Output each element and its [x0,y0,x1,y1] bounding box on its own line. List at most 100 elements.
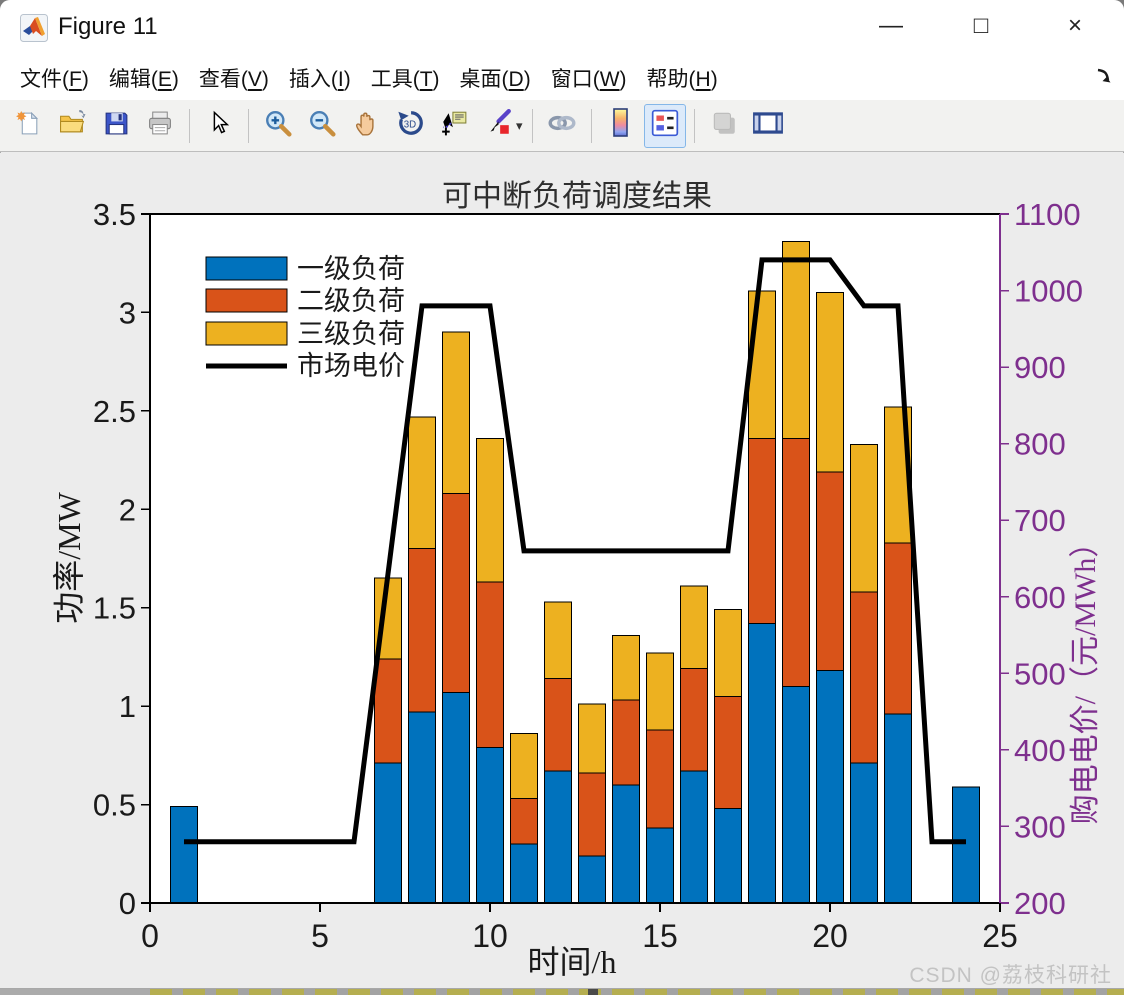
brush-button[interactable] [477,104,519,148]
xtick-label: 20 [812,918,848,954]
maximize-button[interactable]: □ [973,12,989,39]
bar-group-hour-13 [578,703,606,904]
xtick-label: 5 [311,918,329,954]
bar-segment-level1 [850,762,878,904]
chart-title: 可中断负荷调度结果 [442,180,712,213]
ytick-left-label: 2.5 [93,394,136,429]
close-button[interactable]: × [1067,12,1082,39]
menu-item-W[interactable]: 窗口(W) [550,68,627,91]
hide-plot-tools-icon [710,109,738,142]
bar-group-hour-16 [680,585,708,904]
brush-icon [484,109,512,142]
save-figure-button[interactable] [95,104,137,148]
window-title: Figure 11 [58,13,158,40]
bar-segment-level2 [816,471,844,672]
zoom-in-button[interactable] [257,104,299,148]
desktop-sliver-notch [588,989,598,995]
pan-button[interactable] [345,104,387,148]
menu-item-I[interactable]: 插入(I) [288,68,351,91]
bar-group-hour-11 [510,733,538,904]
legend-swatch [205,288,288,313]
bar-group-hour-20 [816,292,844,904]
bar-segment-level3 [510,733,538,800]
ytick-left-label: 3 [119,295,136,330]
ytick-right-label: 400 [1014,733,1066,768]
ytick-right-label: 1100 [1014,197,1081,232]
ytick-left-label: 3.5 [93,197,136,232]
menu-item-E[interactable]: 编辑(E) [108,68,179,91]
minimize-button[interactable]: — [879,12,903,39]
legend-label: 一级负荷 [297,254,405,284]
rotate-3d-button[interactable]: 3D [389,104,431,148]
bar-segment-level2 [578,772,606,857]
legend-label: 市场电价 [297,351,405,381]
data-cursor-button[interactable] [433,104,475,148]
dock-figure-arrow-icon[interactable] [1094,66,1116,88]
bar-group-hour-9 [442,331,470,904]
bar-segment-level3 [816,292,844,473]
bar-segment-level1 [646,827,674,904]
link-plot-button[interactable] [541,104,583,148]
bar-segment-level3 [748,290,776,439]
legend-swatch [205,256,288,281]
data-cursor-icon [440,109,468,142]
legend-item-4: 市场电价 [206,351,405,381]
bar-segment-level1 [476,746,504,904]
matlab-logo-icon [20,14,48,42]
menu-item-T[interactable]: 工具(T) [370,68,440,91]
ytick-right-label: 500 [1014,656,1066,691]
bar-group-hour-7 [374,577,402,904]
bar-segment-level2 [612,699,640,786]
bar-group-hour-24 [952,786,980,904]
ytick-left-label: 0.5 [93,788,136,823]
svg-text:3D: 3D [404,119,416,130]
legend-label: 二级负荷 [297,286,405,316]
bar-segment-level1 [748,622,776,904]
menu-item-F[interactable]: 文件(F) [20,68,89,91]
menu-item-D[interactable]: 桌面(D) [459,68,531,91]
bar-segment-level2 [782,437,810,687]
zoom-out-button[interactable] [301,104,343,148]
bar-group-hour-15 [646,652,674,904]
insert-colorbar-button[interactable] [600,104,642,148]
bar-group-hour-21 [850,443,878,904]
bar-segment-level2 [510,798,538,845]
menu-item-H[interactable]: 帮助(H) [646,68,718,91]
toolbar-separator [693,108,695,143]
pan-icon [352,109,380,142]
menu-item-V[interactable]: 查看(V) [198,68,269,91]
xtick-label: 15 [642,918,678,954]
open-file-icon [58,109,86,142]
brush-dropdown-caret[interactable]: ▾ [516,117,523,133]
ytick-left-label: 0 [119,886,136,921]
bar-segment-level2 [850,591,878,764]
legend-item-2: 二级负荷 [205,286,405,316]
ytick-right-label: 700 [1014,503,1066,538]
bar-segment-level1 [408,711,436,904]
pointer-button[interactable] [198,104,240,148]
ytick-right-label: 200 [1014,886,1066,921]
bar-segment-level1 [578,855,606,904]
ytick-right-label: 900 [1014,350,1066,385]
ytick-left-label: 2 [119,492,136,527]
print-figure-icon [146,110,174,142]
open-file-button[interactable] [51,104,93,148]
zoom-out-icon [308,109,336,142]
new-file-button[interactable] [7,104,49,148]
print-figure-button[interactable] [139,104,181,148]
bar-segment-level1 [714,808,742,904]
bar-segment-level2 [544,678,572,772]
bar-segment-level1 [816,670,844,904]
show-plot-tools-dock-button[interactable] [747,104,789,148]
insert-colorbar-icon [609,108,633,143]
bar-segment-level2 [442,493,470,693]
figure-toolbar: 3D ▾ [0,100,1124,152]
legend-item-3: 三级负荷 [205,319,405,349]
bar-segment-level3 [646,652,674,731]
xtick-label: 25 [982,918,1018,954]
insert-legend-button[interactable] [643,103,686,148]
bar-segment-level3 [544,601,572,680]
zoom-in-icon [264,109,292,142]
ytick-right-label: 1000 [1014,274,1083,309]
